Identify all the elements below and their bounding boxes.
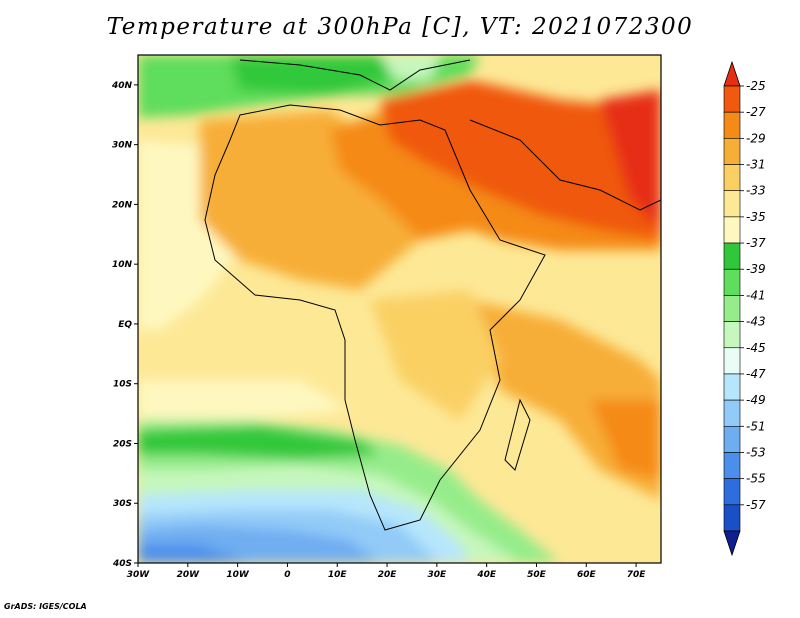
- lon-tick-label: 20E: [378, 570, 398, 580]
- colorbar-label: -51: [746, 419, 766, 433]
- lat-tick-label: EQ: [118, 320, 132, 330]
- latitude-axis: 40N 30N 20N 10N EQ 10S 20S 30S 40S: [111, 81, 138, 569]
- colorbar-swatch: [723, 478, 741, 506]
- colorbar-top-triangle: [723, 60, 741, 87]
- colorbar-label: -25: [746, 79, 766, 93]
- lon-tick-label: 70E: [627, 570, 647, 580]
- lat-tick-label: 20N: [112, 200, 133, 210]
- plot-frame: [137, 54, 662, 564]
- colorbar-label: -43: [746, 315, 766, 329]
- temperature-field: [138, 55, 661, 563]
- lat-tick-label: 10N: [112, 260, 133, 270]
- colorbar-label: -27: [746, 105, 766, 119]
- colorbar-swatch: [723, 242, 741, 270]
- colorbar-swatch: [723, 216, 741, 244]
- colorbar-label: -29: [746, 131, 766, 145]
- lat-tick-label: 40S: [112, 559, 132, 569]
- lon-tick-label: 10W: [226, 570, 250, 580]
- lon-tick-label: 30W: [127, 570, 151, 580]
- coastlines: [204, 59, 661, 531]
- lat-tick-label: 40N: [111, 81, 133, 91]
- colorbar-label: -49: [746, 393, 766, 407]
- colorbar-swatch: [723, 452, 741, 479]
- chart-title: Temperature at 300hPa [C], VT: 202107230…: [106, 14, 694, 40]
- longitude-axis: 30W 20W 10W 0 10E 20E 30E 40E 50E 60E 70E: [127, 563, 647, 580]
- lat-tick-label: 20S: [113, 439, 132, 449]
- colorbar-label: -55: [746, 472, 766, 486]
- colorbar-swatch: [723, 111, 741, 139]
- colorbar-label: -31: [746, 158, 766, 172]
- colorbar-swatch: [723, 164, 741, 192]
- colorbar-label: -39: [746, 262, 766, 276]
- colorbar-bottom-triangle: [723, 530, 741, 557]
- colorbar-swatch: [723, 321, 741, 349]
- colorbar-label: -35: [746, 210, 766, 224]
- colorbar-label: -53: [746, 445, 766, 459]
- colorbar-swatch: [723, 190, 741, 218]
- colorbar-swatch: [723, 399, 741, 427]
- lon-tick-label: 50E: [527, 570, 547, 580]
- colorbar-swatch: [723, 295, 741, 322]
- lon-tick-label: 10E: [328, 570, 348, 580]
- credit-label: GrADS: IGES/COLA: [4, 602, 87, 611]
- colorbar-label: -41: [746, 288, 766, 302]
- lon-tick-label: 60E: [577, 570, 597, 580]
- lat-tick-label: 10S: [113, 380, 132, 390]
- colorbar-swatch: [723, 85, 741, 113]
- colorbar-label: -45: [746, 341, 766, 355]
- colorbar-label: -37: [746, 236, 766, 250]
- colorbar-swatch: [723, 504, 741, 532]
- lon-tick-label: 0: [284, 570, 290, 580]
- colorbar-swatch: [723, 425, 741, 453]
- colorbar-swatch: [723, 268, 741, 296]
- colorbar-label: -57: [746, 498, 766, 512]
- colorbar-swatch: [723, 138, 741, 165]
- colorbar-label: -47: [746, 367, 766, 381]
- lat-tick-label: 30S: [113, 499, 132, 509]
- lon-tick-label: 30E: [428, 570, 448, 580]
- lon-tick-label: 40E: [476, 570, 497, 580]
- lon-tick-label: 20W: [177, 570, 201, 580]
- colorbar-label: -33: [746, 184, 766, 198]
- colorbar-swatch: [723, 347, 741, 375]
- colorbar-swatch: [723, 373, 741, 401]
- colorbar: -25 -27 -29 -31 -33 -35 -37 -39 -41 -43 -45 -47 -49 -…: [723, 60, 766, 557]
- lat-tick-label: 30N: [112, 141, 133, 151]
